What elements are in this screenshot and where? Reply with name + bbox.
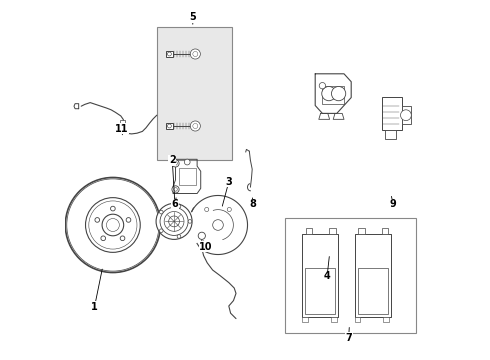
Text: 1: 1 <box>91 302 98 312</box>
Bar <box>382 228 389 234</box>
Circle shape <box>159 229 163 233</box>
Circle shape <box>188 220 192 223</box>
Circle shape <box>172 160 179 167</box>
Bar <box>386 130 396 139</box>
Text: 10: 10 <box>199 242 213 252</box>
Circle shape <box>126 217 131 222</box>
Circle shape <box>159 210 163 214</box>
Circle shape <box>190 121 200 131</box>
Circle shape <box>198 232 205 239</box>
Bar <box>358 268 388 314</box>
Bar <box>329 228 336 234</box>
Circle shape <box>319 82 325 89</box>
Bar <box>305 268 335 314</box>
Text: 11: 11 <box>115 123 129 134</box>
Text: 2: 2 <box>169 155 175 165</box>
Text: 4: 4 <box>324 271 330 282</box>
Circle shape <box>400 110 411 121</box>
Bar <box>355 317 361 322</box>
Circle shape <box>101 236 105 240</box>
Circle shape <box>177 204 181 208</box>
Bar <box>302 317 308 322</box>
Bar <box>157 27 232 160</box>
Circle shape <box>111 206 115 211</box>
Circle shape <box>65 177 160 273</box>
Text: 6: 6 <box>172 199 178 210</box>
Bar <box>179 168 196 185</box>
Bar <box>166 123 172 129</box>
Circle shape <box>205 207 209 212</box>
Circle shape <box>169 216 179 227</box>
Circle shape <box>168 124 172 128</box>
Bar <box>402 106 411 124</box>
Circle shape <box>120 236 125 240</box>
Circle shape <box>95 217 99 222</box>
Bar <box>306 228 312 234</box>
Bar <box>331 317 337 322</box>
Text: 9: 9 <box>390 199 397 210</box>
Text: 7: 7 <box>345 333 352 343</box>
Circle shape <box>184 159 190 165</box>
Text: 5: 5 <box>190 12 196 22</box>
Circle shape <box>177 235 181 238</box>
Text: 3: 3 <box>225 177 232 187</box>
Circle shape <box>156 203 192 239</box>
Text: 8: 8 <box>249 199 256 210</box>
Bar <box>358 228 365 234</box>
Circle shape <box>322 86 336 101</box>
Bar <box>200 246 204 250</box>
Circle shape <box>102 214 123 236</box>
Bar <box>166 51 172 57</box>
Circle shape <box>190 49 200 59</box>
Circle shape <box>172 186 179 193</box>
Bar <box>322 86 344 104</box>
Circle shape <box>168 52 172 56</box>
Circle shape <box>331 86 346 101</box>
Bar <box>120 120 125 127</box>
Bar <box>384 317 389 322</box>
Bar <box>382 97 402 130</box>
Circle shape <box>227 207 231 212</box>
Bar <box>285 218 416 333</box>
